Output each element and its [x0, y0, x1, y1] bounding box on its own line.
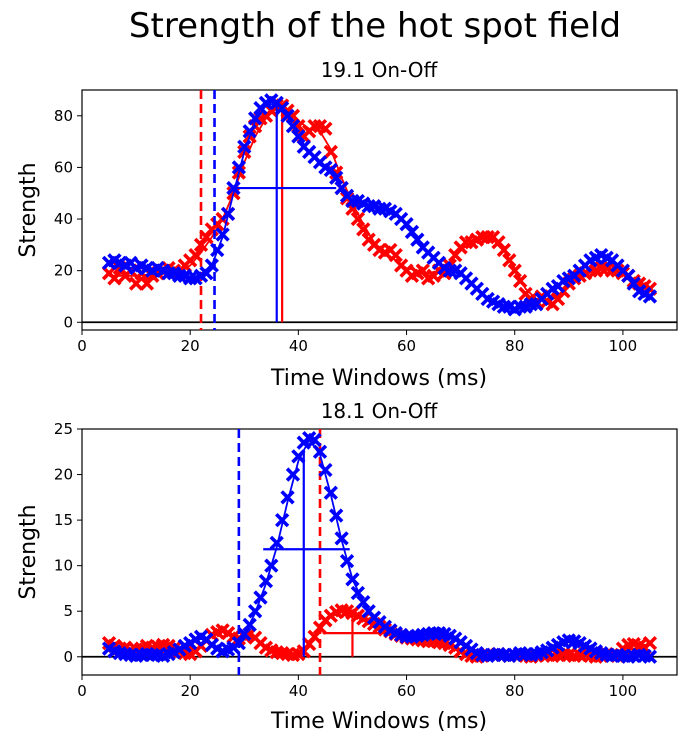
- x-axis-ticks: 0 20 40 60 80 100: [77, 675, 637, 700]
- data-point-marker: [345, 572, 360, 587]
- y-tick-label: 80: [54, 107, 73, 125]
- data-point-marker: [642, 289, 658, 304]
- data-point-marker: [512, 273, 528, 289]
- x-axis-ticks: 0 20 40 60 80 100: [77, 330, 637, 355]
- data-point-marker: [231, 160, 247, 175]
- data-point-marker: [220, 206, 236, 222]
- y-tick-label: 10: [54, 557, 73, 575]
- data-point-marker: [496, 242, 512, 258]
- y-tick-label: 60: [54, 158, 73, 176]
- data-point-marker: [280, 490, 295, 505]
- y-tick-label: 20: [54, 262, 73, 280]
- data-point-marker: [329, 508, 344, 523]
- data-point-marker: [237, 626, 252, 642]
- data-point-marker: [253, 590, 268, 605]
- y-axis-label: Strength: [16, 504, 41, 599]
- data-point-marker: [242, 124, 257, 139]
- data-point-marker: [323, 485, 338, 500]
- data-point-marker: [274, 512, 290, 528]
- data-point-marker: [312, 444, 328, 459]
- data-point-marker: [350, 211, 366, 227]
- x-tick-label: 40: [289, 337, 308, 355]
- data-point-marker: [291, 449, 306, 464]
- data-point-marker: [318, 462, 333, 478]
- plot-frame: [81, 428, 678, 676]
- x-tick-label: 20: [181, 337, 200, 355]
- data-point-marker: [226, 180, 241, 196]
- y-tick-label: 0: [63, 313, 73, 331]
- data-point-marker: [258, 574, 274, 589]
- data-point-marker: [502, 253, 517, 268]
- data-point-marker: [285, 118, 301, 134]
- data-point-marker: [329, 170, 344, 185]
- data-point-marker: [507, 263, 522, 278]
- data-point-marker: [291, 129, 306, 144]
- x-axis-label: Time Windows (ms): [270, 366, 487, 391]
- x-tick-label: 100: [609, 682, 638, 700]
- x-tick-label: 60: [397, 337, 416, 355]
- plot-area: [82, 429, 677, 675]
- y-tick-label: 0: [63, 648, 73, 666]
- x-tick-label: 100: [609, 337, 638, 355]
- data-point-marker: [242, 617, 257, 633]
- plot-area: [82, 90, 677, 330]
- data-point-marker: [128, 276, 144, 291]
- data-point-marker: [323, 144, 338, 160]
- data-point-marker: [247, 111, 263, 126]
- data-point-marker: [285, 467, 301, 482]
- data-point-marker: [356, 594, 371, 610]
- y-tick-label: 20: [54, 466, 73, 484]
- data-point-marker: [307, 432, 322, 448]
- figure-title: Strength of the hot spot field: [129, 6, 621, 46]
- data-point-marker: [247, 604, 263, 619]
- data-point-marker: [642, 649, 658, 664]
- x-tick-label: 20: [181, 682, 200, 700]
- x-tick-label: 0: [77, 337, 87, 355]
- chart-panel-18-1: 18.1 On-Off 0 20 40 60 80 100 0 5 10 15 20 25 Time…: [16, 399, 678, 734]
- data-point-marker: [215, 227, 230, 242]
- data-point-marker: [388, 248, 403, 263]
- x-tick-label: 80: [505, 682, 524, 700]
- y-axis-label: Strength: [16, 162, 41, 257]
- data-point-marker: [356, 222, 371, 237]
- chart-panel-19-1: 19.1 On-Off 0 20 40 60 80 100 0 20 40 60 80 Time …: [16, 58, 678, 391]
- series-markers: [101, 93, 658, 317]
- y-tick-label: 5: [63, 602, 73, 620]
- data-point-marker: [237, 139, 252, 154]
- data-point-marker: [318, 121, 333, 136]
- y-tick-label: 40: [54, 210, 73, 228]
- y-tick-label: 15: [54, 511, 73, 529]
- x-tick-label: 80: [505, 337, 524, 355]
- data-point-marker: [350, 585, 366, 601]
- panel-title: 19.1 On-Off: [321, 58, 439, 82]
- y-axis-ticks: 0 20 40 60 80: [54, 107, 82, 331]
- y-tick-label: 25: [54, 420, 73, 438]
- series-markers: [101, 430, 658, 664]
- plot-frame: [81, 89, 678, 331]
- data-point-marker: [307, 629, 322, 644]
- data-point-marker: [107, 271, 122, 286]
- data-point-marker: [188, 248, 203, 263]
- data-point-marker: [339, 553, 355, 569]
- data-point-marker: [269, 535, 284, 551]
- data-point-marker: [642, 635, 658, 651]
- data-point-marker: [264, 558, 279, 573]
- data-point-marker: [334, 531, 349, 546]
- y-axis-ticks: 0 5 10 15 20 25: [54, 420, 82, 666]
- x-tick-label: 0: [77, 682, 87, 700]
- x-tick-label: 60: [397, 682, 416, 700]
- x-axis-label: Time Windows (ms): [270, 709, 487, 734]
- panel-title: 18.1 On-Off: [321, 399, 439, 423]
- data-point-marker: [280, 108, 295, 123]
- x-tick-label: 40: [289, 682, 308, 700]
